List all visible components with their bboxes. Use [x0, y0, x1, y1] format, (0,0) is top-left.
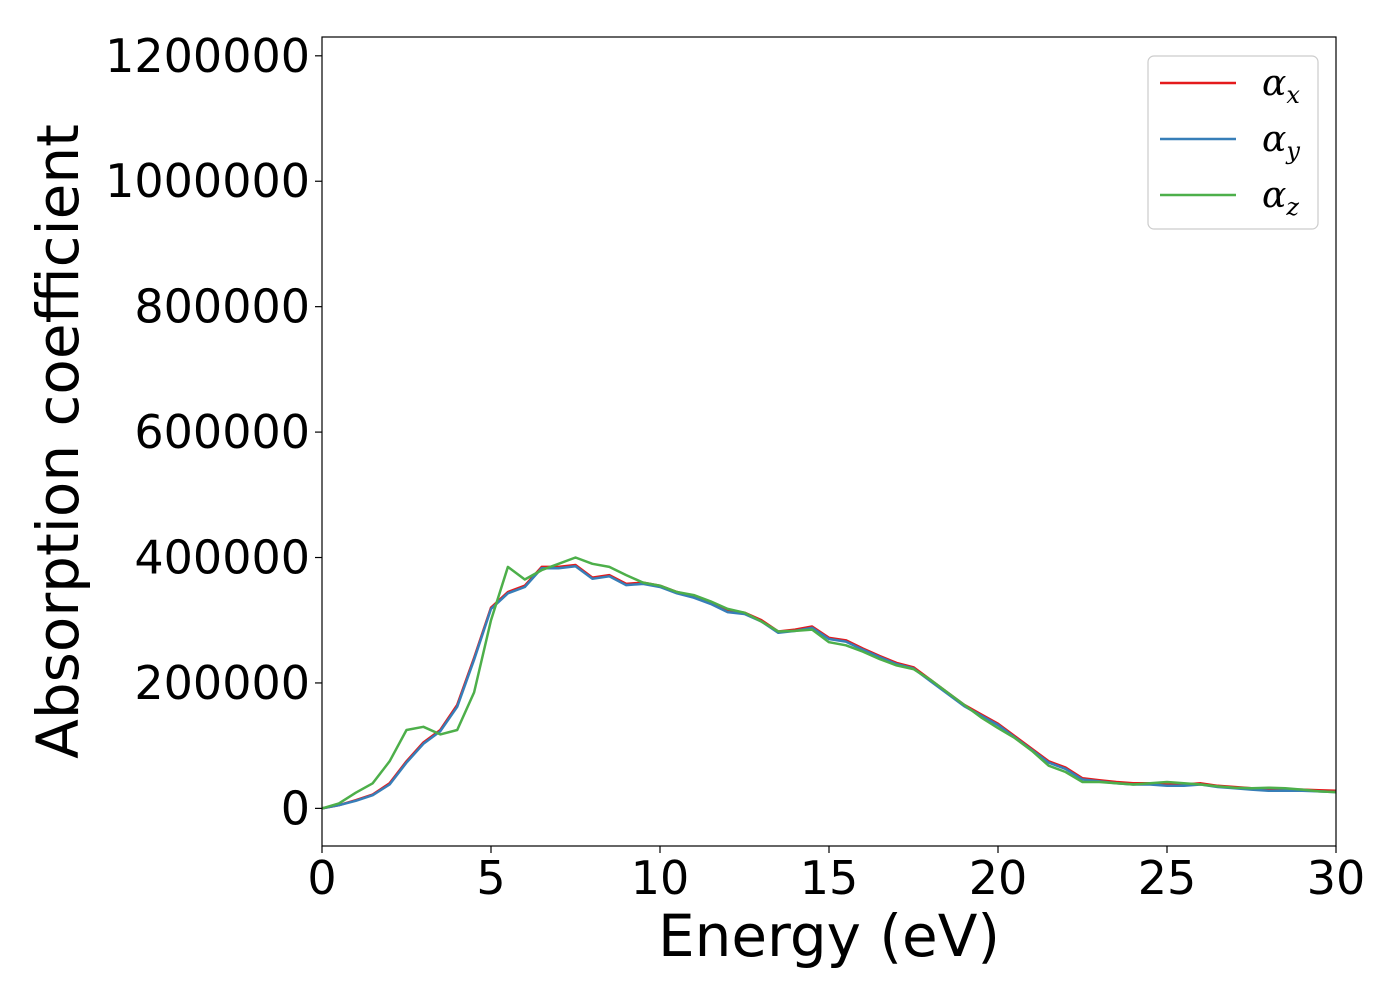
x-tick-label: 0	[307, 851, 336, 905]
series-line-z	[321, 556, 1337, 810]
x-tick-label: 20	[969, 851, 1028, 905]
legend-box	[1147, 55, 1319, 230]
legend-label-y: αy	[1262, 119, 1300, 165]
y-axis-ticks: 0 200000 400000 600000 800000 1000000 1200000	[105, 29, 322, 835]
y-tick-label: 800000	[134, 280, 310, 334]
x-tick-label: 5	[476, 851, 505, 905]
y-tick-label: 400000	[134, 531, 310, 585]
x-tick-label: 30	[1307, 851, 1366, 905]
y-tick-label: 600000	[134, 405, 310, 459]
x-tick-label: 15	[800, 851, 859, 905]
y-tick-label: 200000	[134, 656, 310, 710]
y-tick-label: 0	[281, 781, 310, 835]
x-axis-label: Energy (eV)	[658, 902, 1000, 970]
legend: αx αy αz	[1147, 55, 1319, 230]
legend-label-x: αx	[1262, 63, 1300, 109]
legend-label-z: αz	[1262, 175, 1299, 221]
x-axis-ticks: 0 5 10 15 20 25 30	[307, 846, 1365, 905]
y-axis-label: Absorption coefficient	[24, 124, 92, 759]
x-tick-label: 10	[631, 851, 690, 905]
y-tick-label: 1200000	[105, 29, 310, 83]
series-group	[321, 556, 1337, 810]
y-tick-label: 1000000	[105, 154, 310, 208]
x-tick-label: 25	[1138, 851, 1197, 905]
series-line-y	[321, 565, 1337, 810]
